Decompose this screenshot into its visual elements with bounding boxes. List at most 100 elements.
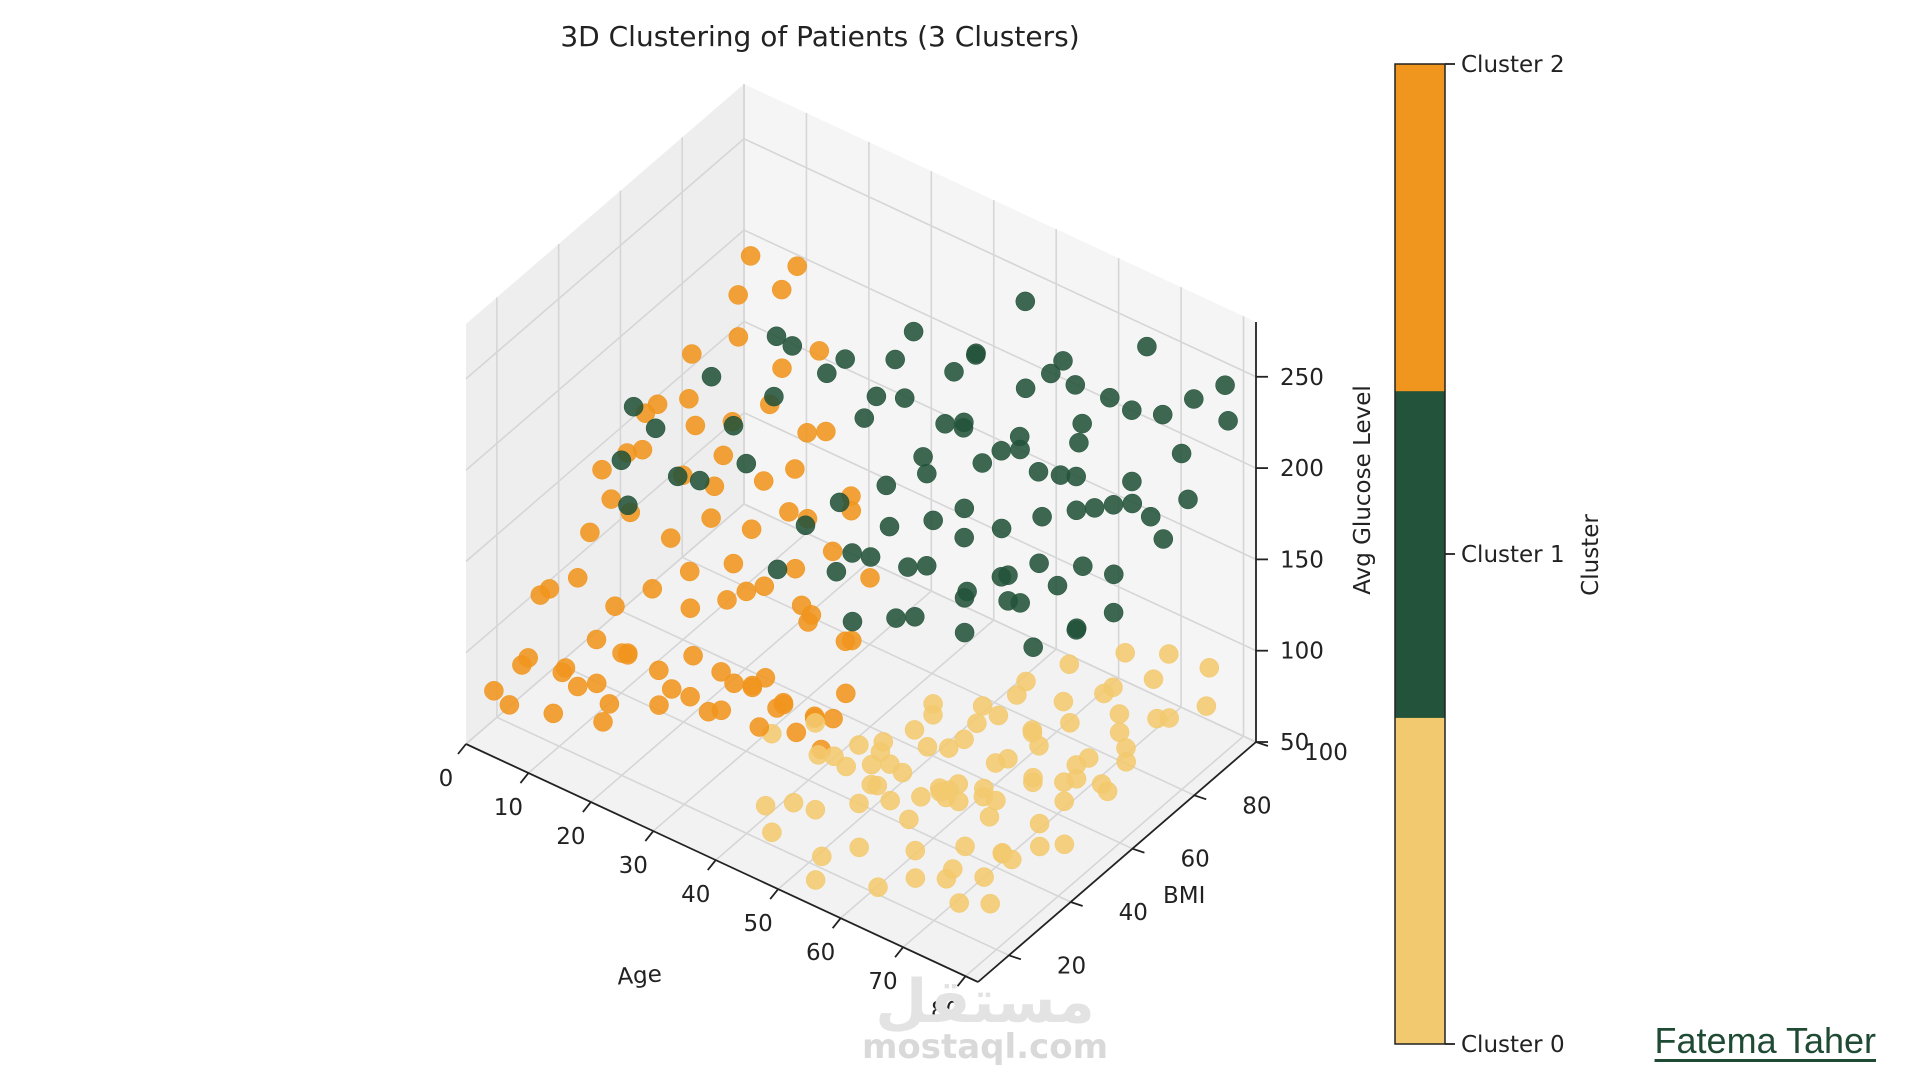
watermark-url-text: mostaql.com xyxy=(862,1027,1108,1067)
cluster-2-point xyxy=(661,679,682,699)
cluster-0-point xyxy=(1066,769,1087,789)
grid-line-x-floor xyxy=(652,590,932,832)
author-link[interactable]: Fatema Taher xyxy=(1654,1020,1876,1061)
y-axis-label: BMI xyxy=(1163,883,1205,909)
cluster-1-point xyxy=(905,607,925,627)
cluster-2-point xyxy=(586,629,607,650)
x-tick-mark xyxy=(457,743,467,755)
grid-line-z-back xyxy=(743,320,1257,561)
cluster-2-point xyxy=(786,722,807,743)
cluster-0-point xyxy=(1159,644,1179,664)
grid-line-z-left xyxy=(465,229,745,471)
cluster-2-point xyxy=(593,712,613,732)
cluster-0-point xyxy=(1030,836,1050,857)
cluster-0-point xyxy=(1094,683,1114,704)
cluster-1-point xyxy=(829,492,850,513)
cluster-0-point xyxy=(1029,813,1050,834)
cluster-1-point xyxy=(1069,432,1089,453)
cluster-1-point xyxy=(916,556,937,576)
cluster-1-point xyxy=(854,408,875,428)
cluster-1-point xyxy=(898,557,918,577)
colorbar-segment-2 xyxy=(1395,64,1445,392)
cluster-2-point xyxy=(711,662,731,682)
cluster-1-point xyxy=(866,386,887,407)
cluster-1-point xyxy=(1153,529,1174,549)
cluster-2-point xyxy=(592,459,612,480)
cluster-2-point xyxy=(679,561,700,582)
cluster-2-point xyxy=(680,686,700,707)
cluster-1-point xyxy=(917,463,937,484)
cluster-2-point xyxy=(724,673,744,694)
cluster-1-point xyxy=(954,412,974,433)
cluster-1-point xyxy=(795,515,816,536)
cluster-1-point xyxy=(903,321,924,342)
cluster-0-point xyxy=(849,793,869,814)
scatter-points xyxy=(484,246,1238,914)
cluster-0-point xyxy=(1016,671,1036,692)
grid-line-y-floor xyxy=(558,663,1072,903)
cluster-0-point xyxy=(899,809,919,830)
cluster-1-point xyxy=(1047,575,1068,596)
cluster-2-point xyxy=(499,695,520,715)
cluster-1-point xyxy=(1066,618,1087,638)
cluster-2-point xyxy=(836,683,856,704)
cluster-0-point xyxy=(905,868,926,888)
cluster-1-point xyxy=(1073,556,1093,576)
cluster-0-point xyxy=(1007,685,1027,705)
cluster-1-point xyxy=(782,336,803,356)
cluster-1-point xyxy=(1053,351,1073,371)
cluster-1-point xyxy=(944,362,964,382)
cluster-1-point xyxy=(998,565,1018,585)
y-tick-label: 80 xyxy=(1242,793,1271,819)
colorbar-segment-0 xyxy=(1395,717,1445,1045)
cluster-0-point xyxy=(930,782,950,802)
cluster-1-point xyxy=(954,527,974,548)
x-tick-label: 0 xyxy=(439,766,454,792)
cluster-1-point xyxy=(879,516,900,537)
cluster-1-point xyxy=(1178,489,1198,510)
cluster-1-point xyxy=(842,543,862,563)
cluster-1-point xyxy=(826,561,847,582)
cluster-2-point xyxy=(797,423,817,443)
cluster-2-point xyxy=(518,648,538,668)
cluster-1-point xyxy=(835,349,855,369)
axis-lines xyxy=(465,322,1257,983)
cluster-1-point xyxy=(723,415,744,436)
cluster-0-point xyxy=(1147,708,1167,729)
cluster-2-point xyxy=(822,541,843,562)
y-tick-label: 20 xyxy=(1057,953,1086,979)
colorbar-tick-label: Cluster 1 xyxy=(1461,542,1565,568)
cluster-0-point xyxy=(954,729,974,750)
cluster-2-point xyxy=(484,681,504,701)
cluster-0-point xyxy=(904,720,925,740)
cluster-2-point xyxy=(713,445,734,466)
grid-line-z-left xyxy=(465,138,745,380)
cluster-0-point xyxy=(755,795,776,816)
cluster-0-point xyxy=(1109,704,1130,724)
cluster-0-point xyxy=(762,822,782,843)
cluster-0-point xyxy=(986,790,1006,811)
grid-line-y-floor xyxy=(681,556,1195,797)
x-tick-label: 20 xyxy=(556,824,585,850)
cluster-0-point xyxy=(1054,791,1074,812)
cluster-2-point xyxy=(605,596,625,616)
y-tick-label: 60 xyxy=(1180,847,1209,873)
cluster-2-point xyxy=(701,508,721,528)
cluster-2-point xyxy=(816,421,836,442)
cluster-0-point xyxy=(1199,658,1220,678)
cluster-2-point xyxy=(785,459,805,479)
cluster-2-point xyxy=(749,717,770,737)
colorbar-tick-label: Cluster 0 xyxy=(1461,1032,1565,1058)
y-tick-label: 40 xyxy=(1119,900,1148,926)
x-tick-label: 10 xyxy=(494,795,523,821)
cluster-0-point xyxy=(861,774,882,795)
x-tick-mark xyxy=(582,801,592,813)
cluster-0-point xyxy=(1023,767,1043,788)
cluster-0-point xyxy=(1054,834,1075,855)
cluster-2-point xyxy=(755,668,776,688)
grid-line-z-left xyxy=(465,412,745,654)
cluster-0-point xyxy=(1053,691,1074,712)
x-axis-line xyxy=(465,743,979,983)
cluster-1-point xyxy=(766,326,787,347)
cluster-1-point xyxy=(1028,462,1049,482)
